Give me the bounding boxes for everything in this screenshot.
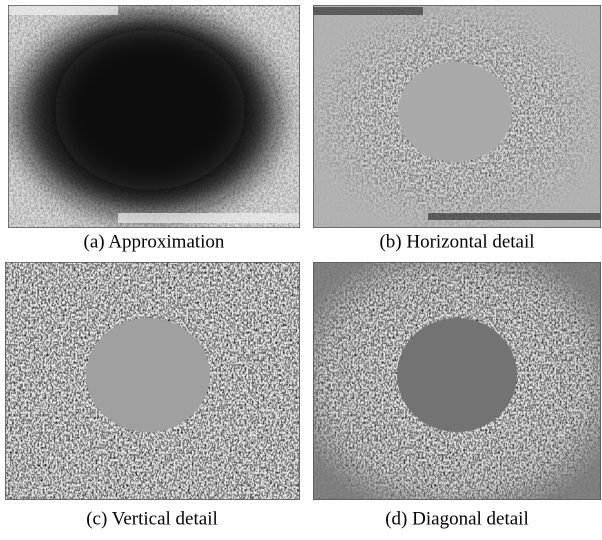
caption: (d) Diagonal detail — [385, 508, 529, 529]
panel-approximation — [8, 5, 300, 228]
caption: (c) Vertical detail — [86, 508, 218, 529]
figure: (a) Approximation (b) Horizontal detail … — [0, 0, 602, 535]
caption: (b) Horizontal detail — [379, 231, 534, 252]
panel-diagonal — [313, 262, 601, 500]
caption: (a) Approximation — [84, 231, 225, 252]
panel-horizontal — [313, 5, 601, 228]
panel-vertical — [5, 262, 300, 500]
